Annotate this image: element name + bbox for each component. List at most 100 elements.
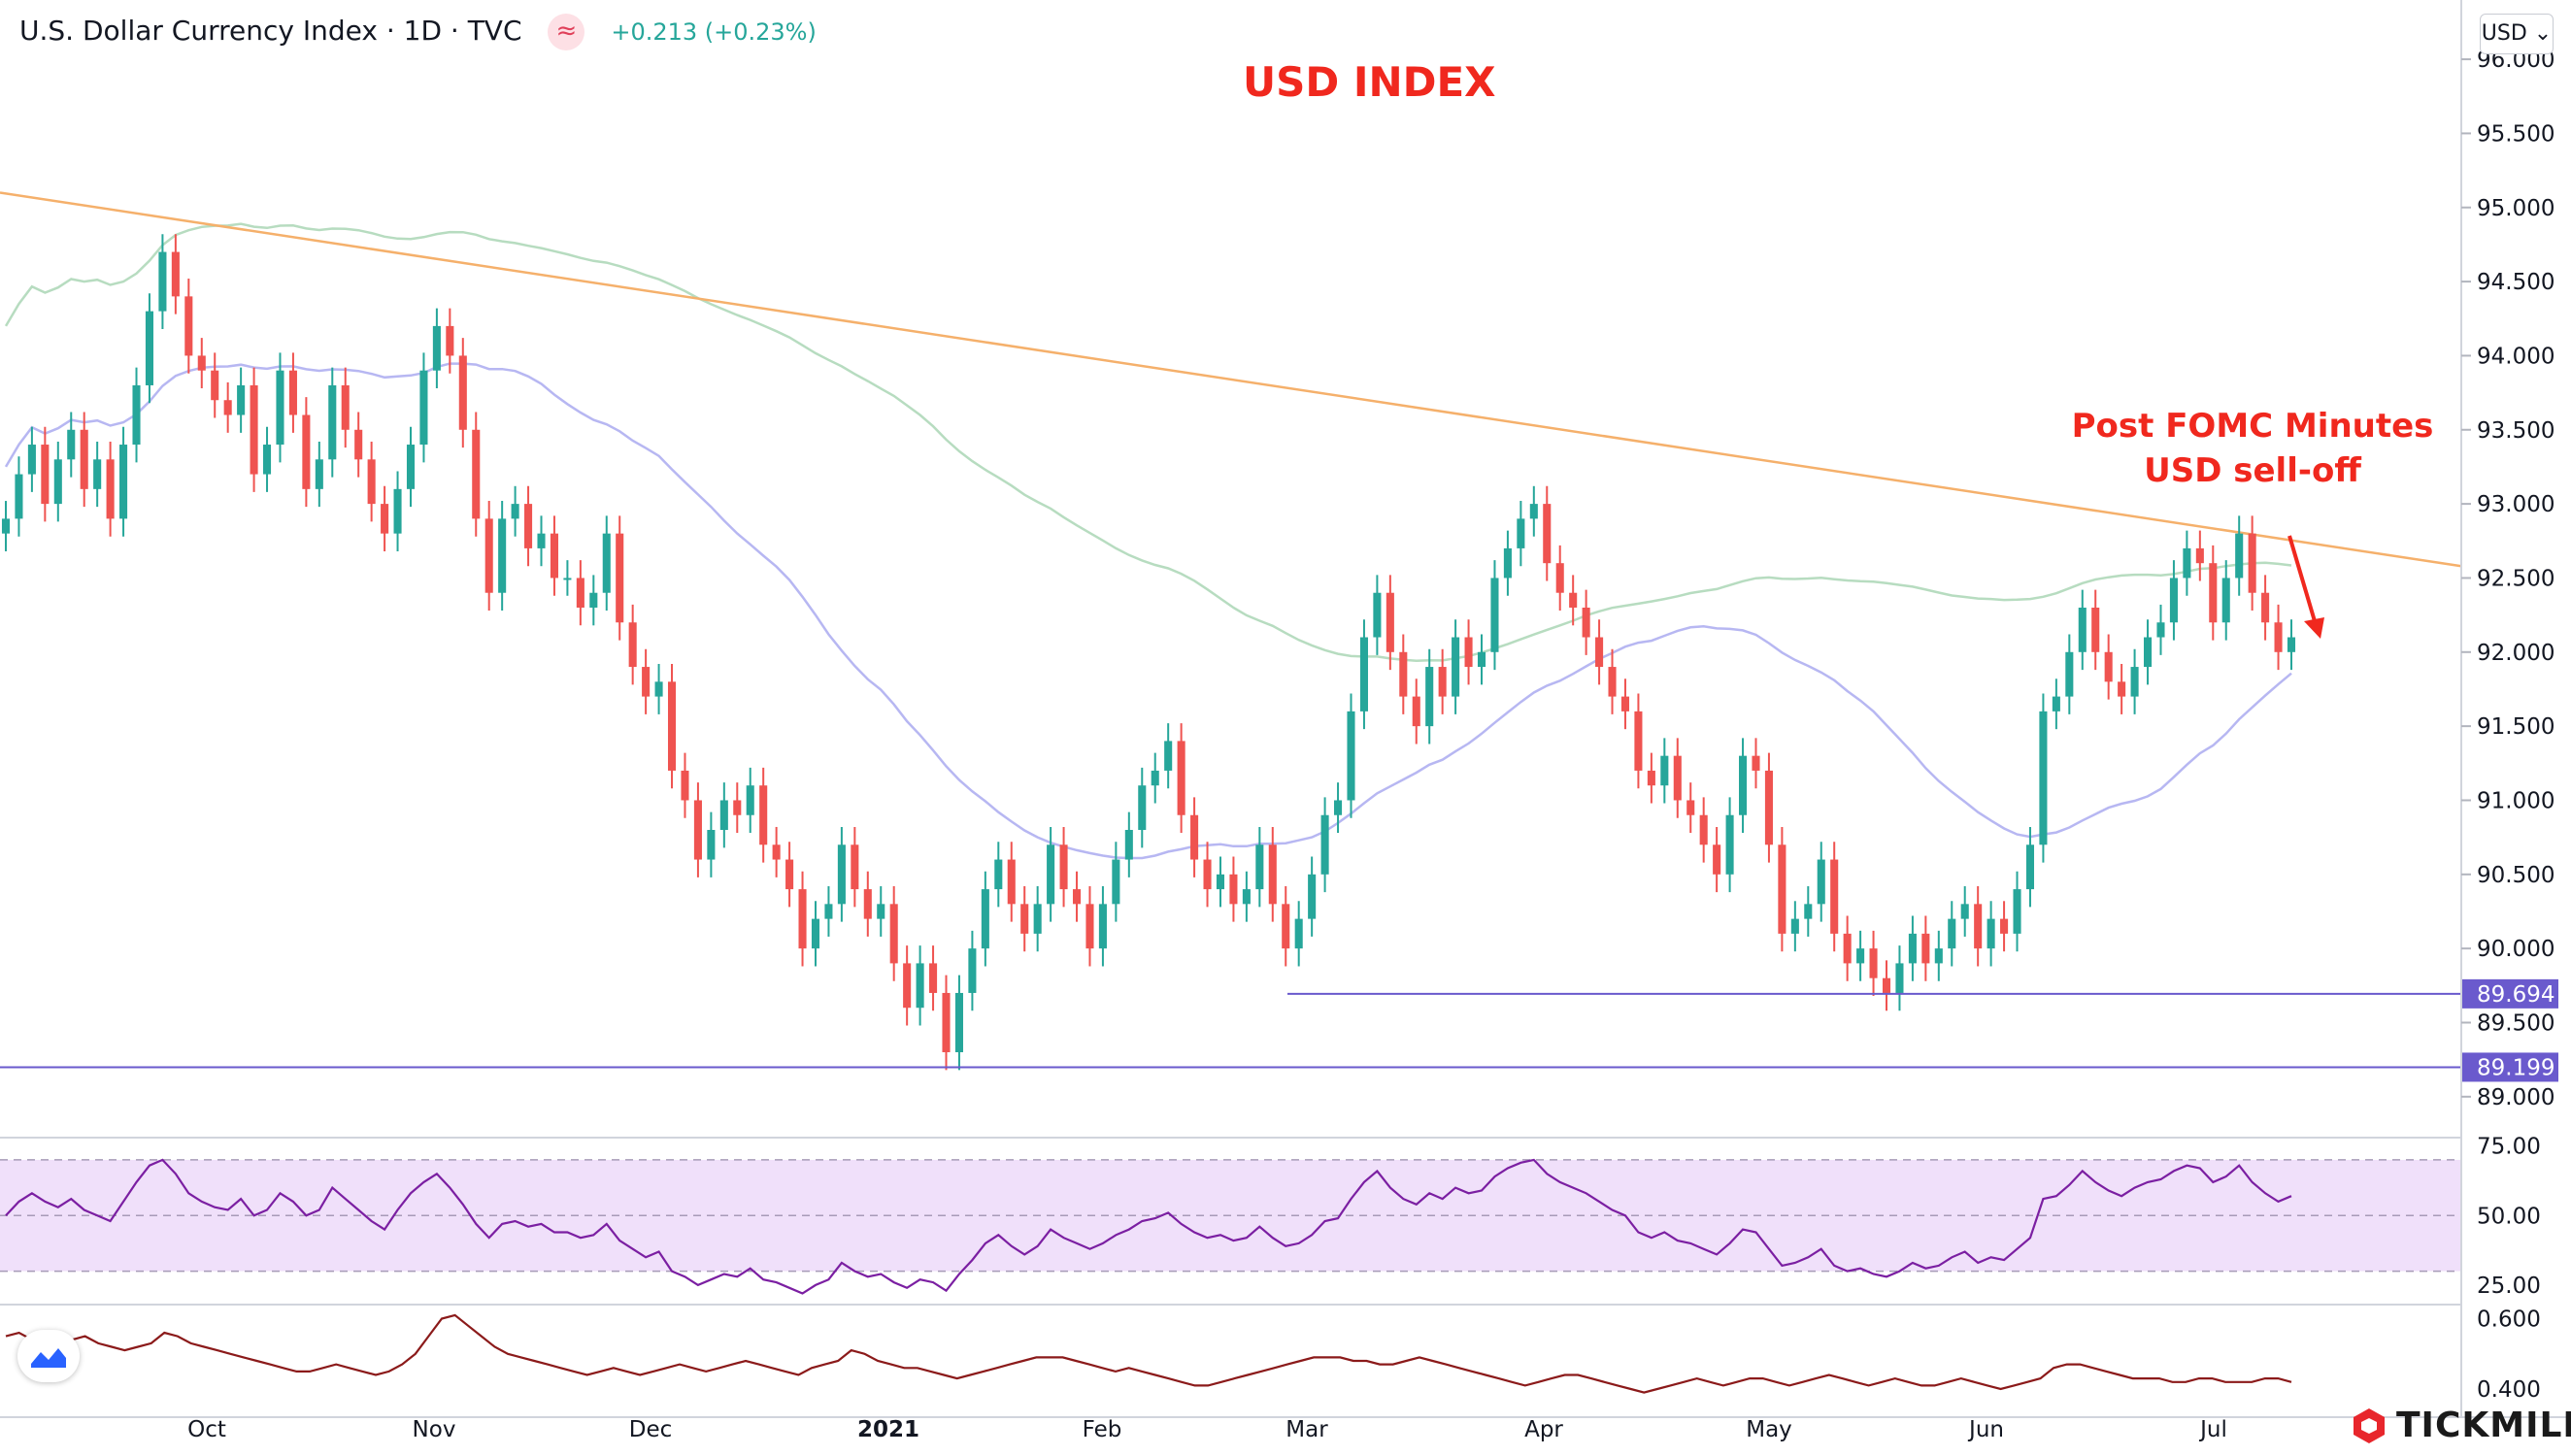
candle xyxy=(1399,651,1408,697)
candle xyxy=(1921,933,1930,964)
candle xyxy=(746,785,754,815)
candle xyxy=(1752,755,1760,771)
candle xyxy=(197,355,206,371)
candle xyxy=(1934,948,1943,964)
candle xyxy=(811,918,820,949)
candle xyxy=(1490,578,1499,652)
candle xyxy=(511,504,519,519)
candle xyxy=(1790,918,1799,934)
candle xyxy=(432,325,441,371)
candle xyxy=(1778,844,1786,934)
candle xyxy=(67,429,76,460)
candle xyxy=(1987,918,1995,949)
candle xyxy=(524,504,533,548)
candle xyxy=(1830,859,1839,934)
candle xyxy=(2065,651,2074,697)
candle xyxy=(1647,770,1655,786)
candle xyxy=(2209,563,2218,623)
candle xyxy=(1098,904,1107,949)
candle xyxy=(1725,814,1734,875)
candle xyxy=(15,474,23,519)
candle xyxy=(158,251,167,312)
down-arrow-icon xyxy=(2287,535,2317,622)
candle xyxy=(288,370,297,415)
candle xyxy=(1320,814,1329,875)
y-tick-label: 89.000 xyxy=(2477,1085,2554,1110)
candle xyxy=(772,844,781,860)
y-tick-label: 91.000 xyxy=(2477,788,2554,813)
candle xyxy=(1620,696,1630,711)
candle xyxy=(2039,711,2048,845)
candle xyxy=(262,445,272,475)
candle xyxy=(693,800,702,860)
candle xyxy=(1347,711,1355,801)
candle xyxy=(2235,533,2244,579)
wave-icon[interactable]: ≈ xyxy=(548,14,585,50)
candle xyxy=(759,785,768,845)
candles-layer xyxy=(1,234,2296,1071)
x-tick-label: May xyxy=(1746,1417,1792,1442)
y-tick-label: 90.000 xyxy=(2477,937,2554,962)
candle xyxy=(171,251,180,297)
candle xyxy=(1072,889,1082,905)
candle xyxy=(1804,904,1813,919)
rsi-tick-label: 50.00 xyxy=(2477,1204,2541,1229)
candle xyxy=(2118,681,2126,697)
tradingview-logo-button[interactable] xyxy=(17,1330,80,1382)
level-price-label: 89.694 xyxy=(2477,982,2554,1008)
x-tick-label: Jul xyxy=(2198,1417,2227,1442)
y-tick-label: 91.500 xyxy=(2477,714,2554,740)
rsi-tick-label: 25.00 xyxy=(2477,1274,2541,1299)
candle xyxy=(2013,889,2021,934)
candle xyxy=(250,384,258,475)
candle xyxy=(1608,667,1617,697)
candle xyxy=(877,904,885,919)
y-tick-label: 90.500 xyxy=(2477,863,2554,888)
candle xyxy=(2078,607,2087,652)
candle xyxy=(785,859,794,890)
candle xyxy=(1908,933,1917,964)
candle xyxy=(27,445,36,475)
candle xyxy=(1477,651,1486,668)
candle xyxy=(981,889,989,949)
candle xyxy=(2183,547,2191,579)
candle xyxy=(446,325,454,356)
oscillator-tick-label: 0.400 xyxy=(2477,1377,2541,1403)
brand-name: TICKMILL xyxy=(2396,1406,2571,1445)
candle xyxy=(1660,755,1669,786)
y-tick-label: 95.000 xyxy=(2477,196,2554,221)
candle xyxy=(367,459,376,505)
chart-title: USD INDEX xyxy=(1243,58,1496,106)
candle xyxy=(942,992,951,1053)
candle xyxy=(1229,874,1238,905)
currency-button[interactable]: USD ⌄ xyxy=(2480,14,2554,54)
candle xyxy=(1268,844,1277,905)
candle xyxy=(2195,547,2204,564)
price-change: +0.213 (+0.23%) xyxy=(611,18,817,46)
candle xyxy=(1764,770,1773,845)
candle xyxy=(1713,844,1721,875)
candle xyxy=(2287,637,2296,652)
y-tick-label: 89.500 xyxy=(2477,1010,2554,1036)
candle xyxy=(1308,874,1317,919)
candle xyxy=(341,384,350,430)
candle xyxy=(53,459,62,505)
level-price-label: 89.199 xyxy=(2477,1055,2554,1080)
candle xyxy=(1673,755,1682,801)
candle xyxy=(903,963,912,1009)
candle xyxy=(837,844,846,905)
candle xyxy=(2156,622,2165,638)
y-tick-label: 92.500 xyxy=(2477,566,2554,591)
candle xyxy=(1869,948,1878,978)
candle xyxy=(563,578,572,580)
candle xyxy=(1177,741,1185,815)
candle xyxy=(381,504,389,534)
candle xyxy=(1033,904,1042,934)
candle xyxy=(1974,904,1983,949)
candle xyxy=(2221,578,2230,623)
candle xyxy=(916,963,924,1009)
candle xyxy=(1634,711,1643,771)
candle xyxy=(458,355,467,430)
candle xyxy=(1529,504,1538,519)
